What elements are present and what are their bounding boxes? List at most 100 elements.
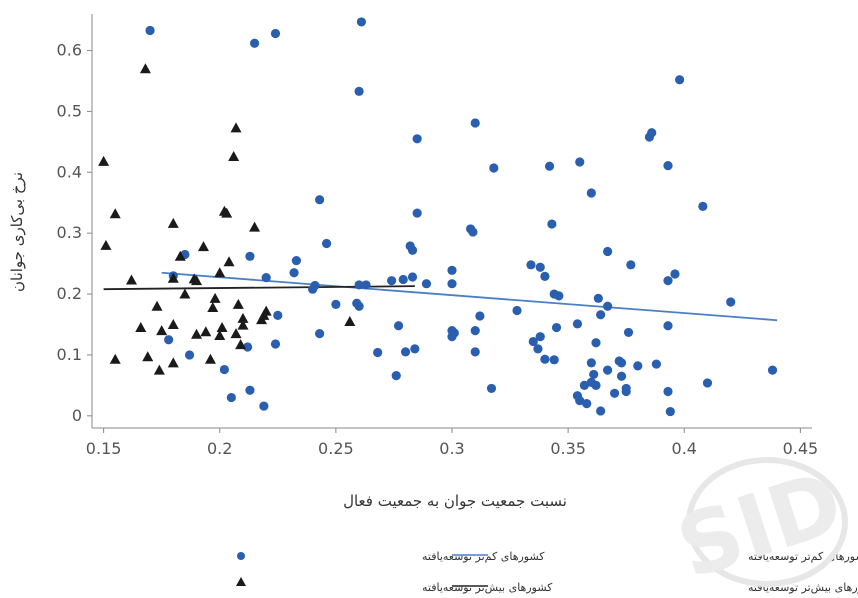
y-tick-label: 0.1 bbox=[57, 345, 82, 364]
point-less-developed bbox=[626, 260, 636, 270]
point-less-developed bbox=[470, 325, 480, 336]
point-less-developed bbox=[596, 406, 606, 416]
point-less-developed bbox=[726, 297, 736, 307]
point-more-developed bbox=[209, 292, 221, 303]
point-less-developed bbox=[489, 163, 499, 173]
y-axis-ticks: 0 0.1 0.2 0.3 0.4 0.5 0.6 bbox=[57, 41, 92, 425]
point-less-developed bbox=[315, 195, 325, 205]
sid-watermark-logo: SID bbox=[672, 452, 852, 592]
point-less-developed bbox=[226, 392, 236, 403]
x-tick-label: 0.25 bbox=[318, 439, 354, 458]
point-less-developed bbox=[591, 338, 601, 348]
point-less-developed bbox=[644, 132, 655, 142]
point-less-developed bbox=[470, 118, 480, 128]
point-more-developed bbox=[200, 326, 212, 337]
point-less-developed bbox=[315, 329, 325, 339]
point-more-developed bbox=[100, 239, 112, 250]
point-less-developed bbox=[533, 344, 543, 354]
point-less-developed bbox=[421, 279, 432, 289]
point-more-developed bbox=[125, 274, 137, 285]
point-more-developed bbox=[344, 315, 356, 326]
point-less-developed bbox=[468, 227, 478, 237]
point-less-developed bbox=[412, 134, 422, 144]
point-less-developed bbox=[245, 385, 255, 395]
point-less-developed bbox=[582, 399, 592, 409]
point-less-developed bbox=[698, 201, 708, 211]
point-less-developed bbox=[586, 358, 596, 368]
point-more-developed bbox=[237, 319, 249, 330]
point-less-developed bbox=[554, 291, 564, 301]
point-more-developed bbox=[228, 150, 240, 161]
point-less-developed bbox=[393, 321, 404, 331]
point-less-developed bbox=[702, 378, 713, 388]
point-less-developed bbox=[412, 208, 422, 218]
point-less-developed bbox=[675, 75, 685, 85]
point-more-developed bbox=[109, 208, 121, 219]
point-more-developed bbox=[191, 328, 203, 339]
point-more-developed bbox=[230, 328, 242, 339]
legend-label-less-developed: کشورهای کم‌تر توسعه‌یافته bbox=[422, 550, 545, 563]
data-points bbox=[98, 17, 778, 417]
legend-marker-less-developed bbox=[237, 552, 245, 560]
point-more-developed bbox=[167, 272, 179, 283]
point-less-developed bbox=[767, 365, 778, 375]
point-less-developed bbox=[219, 364, 229, 375]
y-tick-label: 0.4 bbox=[57, 162, 82, 181]
point-more-developed bbox=[256, 314, 268, 325]
point-less-developed bbox=[623, 327, 634, 338]
legend-marker-more-developed bbox=[236, 577, 246, 586]
point-more-developed bbox=[207, 301, 219, 312]
point-less-developed bbox=[361, 280, 371, 290]
point-more-developed bbox=[151, 300, 163, 311]
point-less-developed bbox=[245, 251, 255, 261]
point-less-developed bbox=[586, 188, 596, 198]
point-less-developed bbox=[547, 219, 557, 229]
point-more-developed bbox=[153, 364, 165, 375]
point-less-developed bbox=[540, 354, 550, 364]
point-more-developed bbox=[237, 312, 249, 323]
regression-lines bbox=[103, 271, 778, 322]
point-less-developed bbox=[528, 336, 538, 347]
point-more-developed bbox=[232, 298, 244, 309]
x-tick-label: 0.35 bbox=[550, 439, 586, 458]
point-more-developed bbox=[167, 217, 179, 228]
legend-label-more-developed: کشورهای بیش‌تر توسعه‌یافته bbox=[422, 581, 553, 594]
point-less-developed bbox=[259, 401, 269, 411]
point-less-developed bbox=[391, 371, 401, 381]
point-less-developed bbox=[663, 321, 673, 331]
point-more-developed bbox=[142, 351, 154, 362]
point-less-developed bbox=[616, 371, 627, 381]
point-less-developed bbox=[354, 86, 364, 96]
point-less-developed bbox=[603, 301, 613, 311]
point-less-developed bbox=[400, 347, 411, 357]
point-less-developed bbox=[512, 305, 522, 316]
point-less-developed bbox=[261, 273, 271, 283]
y-tick-label: 0.2 bbox=[57, 284, 82, 303]
y-axis-title: نرخ بی‌کاری جوانان bbox=[8, 172, 26, 292]
point-less-developed bbox=[354, 280, 364, 290]
point-less-developed bbox=[575, 396, 585, 406]
point-less-developed bbox=[593, 293, 603, 303]
point-less-developed bbox=[310, 280, 320, 291]
fit-line-less-developed bbox=[161, 271, 778, 322]
point-less-developed bbox=[633, 361, 643, 371]
y-tick-label: 0.5 bbox=[57, 101, 82, 120]
point-more-developed bbox=[221, 207, 233, 218]
point-more-developed bbox=[109, 353, 121, 364]
point-more-developed bbox=[204, 353, 216, 364]
point-more-developed bbox=[216, 322, 228, 333]
point-less-developed bbox=[603, 365, 613, 375]
point-less-developed bbox=[663, 160, 673, 171]
point-less-developed bbox=[387, 276, 397, 286]
x-tick-label: 0.2 bbox=[207, 439, 232, 458]
point-less-developed bbox=[609, 388, 620, 398]
point-less-developed bbox=[407, 245, 418, 255]
x-axis-title: نسبت جمعیت جوان به جمعیت فعال bbox=[343, 492, 567, 510]
point-less-developed bbox=[373, 347, 383, 358]
point-less-developed bbox=[621, 386, 631, 397]
point-more-developed bbox=[230, 122, 242, 133]
point-less-developed bbox=[398, 274, 408, 285]
point-less-developed bbox=[184, 350, 195, 360]
point-less-developed bbox=[447, 279, 457, 289]
point-more-developed bbox=[174, 250, 186, 261]
